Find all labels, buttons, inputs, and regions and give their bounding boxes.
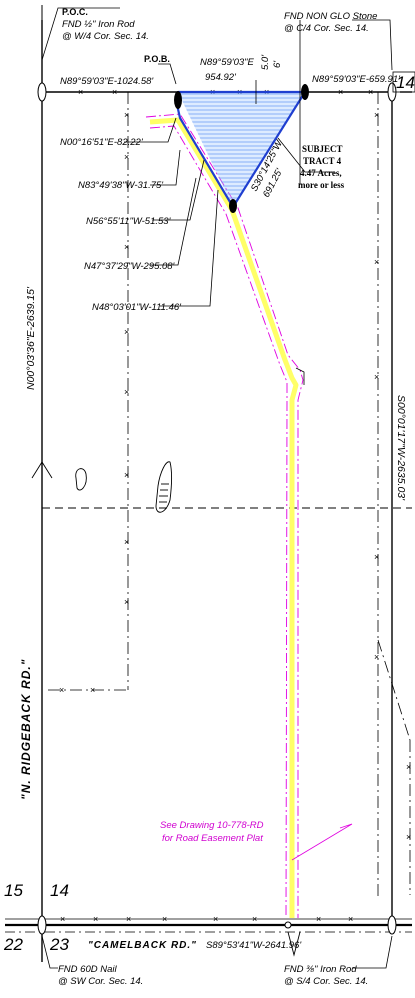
pob-label: P.O.B. xyxy=(144,54,170,64)
svg-text:×: × xyxy=(93,914,98,924)
svg-text:×: × xyxy=(368,87,373,97)
bearing-l4: N47°37'29"W-295.08' xyxy=(84,261,176,272)
bearing-l3: N56°55'11"W-51.53' xyxy=(86,216,172,227)
nw-corner-desc-2: @ W/4 Cor. Sec. 14. xyxy=(62,31,149,42)
svg-text:×: × xyxy=(348,914,353,924)
svg-text:×: × xyxy=(213,914,218,924)
distance-north-tract: 954.92' xyxy=(205,72,237,83)
easement-note-2: for Road Easement Plat xyxy=(162,833,263,844)
svg-text:×: × xyxy=(374,372,379,382)
road-label-camelback: "CAMELBACK RD." xyxy=(88,940,197,951)
svg-text:×: × xyxy=(316,914,321,924)
svg-text:×: × xyxy=(374,652,379,662)
section-numbers: 14 15 14 22 23 xyxy=(3,71,415,954)
svg-text:×: × xyxy=(124,470,129,480)
bearing-west-line: N00°03'36"E-2639.15' xyxy=(25,286,37,390)
ne-corner-desc-2: @ C/4 Cor. Sec. 14. xyxy=(284,23,369,34)
svg-text:×: × xyxy=(406,762,411,772)
bearing-east-line: S00°01'17"W-2635.03' xyxy=(395,395,407,501)
se-corner-desc-1: FND ⅜" Iron Rod xyxy=(284,964,357,975)
svg-text:×: × xyxy=(112,87,117,97)
svg-text:×: × xyxy=(338,87,343,97)
svg-text:×: × xyxy=(60,914,65,924)
road-label-ridgeback: "N. RIDGEBACK RD." xyxy=(19,659,33,800)
easement-note-1: See Drawing 10-778-RD xyxy=(160,820,264,831)
svg-text:×: × xyxy=(124,242,129,252)
bearing-l2: N83°49'38"W-31.75' xyxy=(78,180,164,191)
road-centerline xyxy=(149,117,299,918)
south-tract-monument xyxy=(229,199,237,213)
poc-label: P.O.C. xyxy=(62,7,88,17)
se-corner-monument xyxy=(387,915,397,935)
sw-corner-desc-2: @ SW Cor. Sec. 14. xyxy=(58,976,143,987)
svg-text:×: × xyxy=(252,914,257,924)
svg-text:×: × xyxy=(406,832,411,842)
section-number-22: 22 xyxy=(3,935,23,954)
ne-corner-desc-1: FND NON GLO Stone xyxy=(284,11,377,22)
nw-corner-monument xyxy=(37,82,47,102)
section-boundary-lines xyxy=(5,5,412,962)
svg-text:×: × xyxy=(374,552,379,562)
subject-tract-area xyxy=(178,92,305,207)
bearing-north-east: N89°59'03"E-659.91' xyxy=(312,74,401,85)
corner-labels: P.O.C. FND ½" Iron Rod @ W/4 Cor. Sec. 1… xyxy=(58,7,377,987)
subject-line-3: 4.47 Acres, xyxy=(300,168,342,178)
pob-monument xyxy=(174,91,182,109)
nw-corner-desc-1: FND ½" Iron Rod xyxy=(62,19,135,30)
leader-lines xyxy=(41,7,393,969)
svg-text:×: × xyxy=(59,685,64,695)
section-number-15: 15 xyxy=(4,881,23,900)
svg-text:×: × xyxy=(126,914,131,924)
tick-label-mid: 6' xyxy=(272,60,283,68)
svg-text:×: × xyxy=(162,914,167,924)
ne-tract-monument xyxy=(301,84,309,100)
bearing-south-line: S89°53'41"W-2641.96' xyxy=(206,940,302,951)
section-number-14: 14 xyxy=(50,881,69,900)
section-number-ne: 14 xyxy=(396,73,415,92)
section-number-23: 23 xyxy=(49,935,69,954)
tick-label-top: 5.0' xyxy=(260,54,271,70)
terrain-features xyxy=(75,461,172,513)
bearing-north-west: N89°59'03"E-1024.58' xyxy=(60,76,154,87)
easement-note: See Drawing 10-778-RD for Road Easement … xyxy=(160,820,264,844)
road-easement xyxy=(145,113,305,919)
subject-line-4: more or less xyxy=(298,180,345,190)
subject-line-1: SUBJECT xyxy=(302,144,343,154)
svg-text:×: × xyxy=(124,537,129,547)
sw-corner-desc-1: FND 60D Nail xyxy=(58,964,117,975)
svg-text:×: × xyxy=(124,110,129,120)
svg-text:×: × xyxy=(124,327,129,337)
bearing-labels: N89°59'03"E-1024.58' N89°59'03"E 954.92'… xyxy=(25,54,407,951)
subject-tract-label: SUBJECT TRACT 4 4.47 Acres, more or less xyxy=(298,144,345,190)
svg-text:×: × xyxy=(90,685,95,695)
bearing-l5: N48°03'01"W-111.46' xyxy=(92,302,182,313)
svg-text:×: × xyxy=(124,152,129,162)
sw-corner-monument xyxy=(37,915,47,935)
svg-text:×: × xyxy=(374,257,379,267)
svg-text:×: × xyxy=(78,87,83,97)
se-corner-desc-2: @ S/4 Cor. Sec. 14. xyxy=(284,976,368,987)
bearing-l1: N00°16'51"E-82.22' xyxy=(60,137,144,148)
svg-text:×: × xyxy=(124,387,129,397)
svg-text:×: × xyxy=(124,597,129,607)
svg-text:×: × xyxy=(374,110,379,120)
subject-tract xyxy=(174,80,309,213)
bearing-north-tract: N89°59'03"E xyxy=(200,57,255,68)
subject-line-2: TRACT 4 xyxy=(303,156,342,166)
